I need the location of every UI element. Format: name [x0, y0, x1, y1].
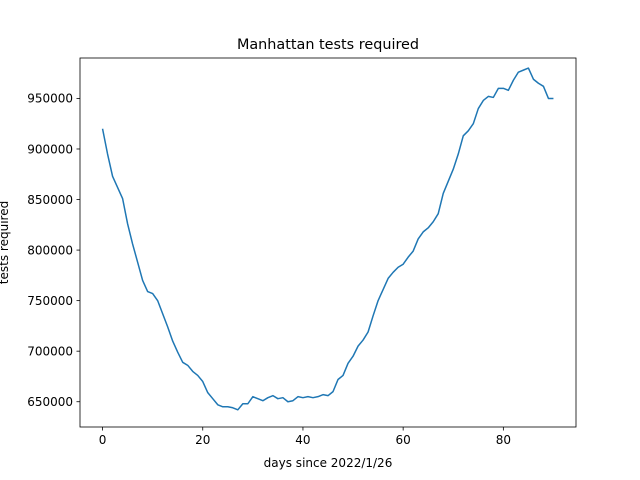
chart-title: Manhattan tests required — [237, 37, 419, 53]
y-tick-label: 850000 — [27, 193, 73, 207]
y-axis-label: tests required — [0, 201, 11, 284]
plot-frame — [79, 57, 577, 428]
y-tick-label: 800000 — [27, 243, 73, 257]
x-tick-label: 0 — [99, 433, 107, 447]
series-line — [101, 67, 554, 411]
x-tick-label: 60 — [396, 433, 411, 447]
x-axis-label: days since 2022/1/26 — [264, 456, 393, 470]
y-tick-label: 750000 — [27, 294, 73, 308]
x-tick-label: 20 — [195, 433, 210, 447]
ticks-group: 0 20 40 60 80 650000 700000 750000 800000 850000 9… — [27, 92, 511, 447]
x-tick-label: 80 — [496, 433, 511, 447]
x-tick-label: 40 — [295, 433, 310, 447]
plot-line-group — [101, 67, 554, 411]
y-tick-label: 700000 — [27, 344, 73, 358]
y-tick-label: 900000 — [27, 142, 73, 156]
y-tick-label: 950000 — [27, 92, 73, 106]
y-tick-label: 650000 — [27, 395, 73, 409]
